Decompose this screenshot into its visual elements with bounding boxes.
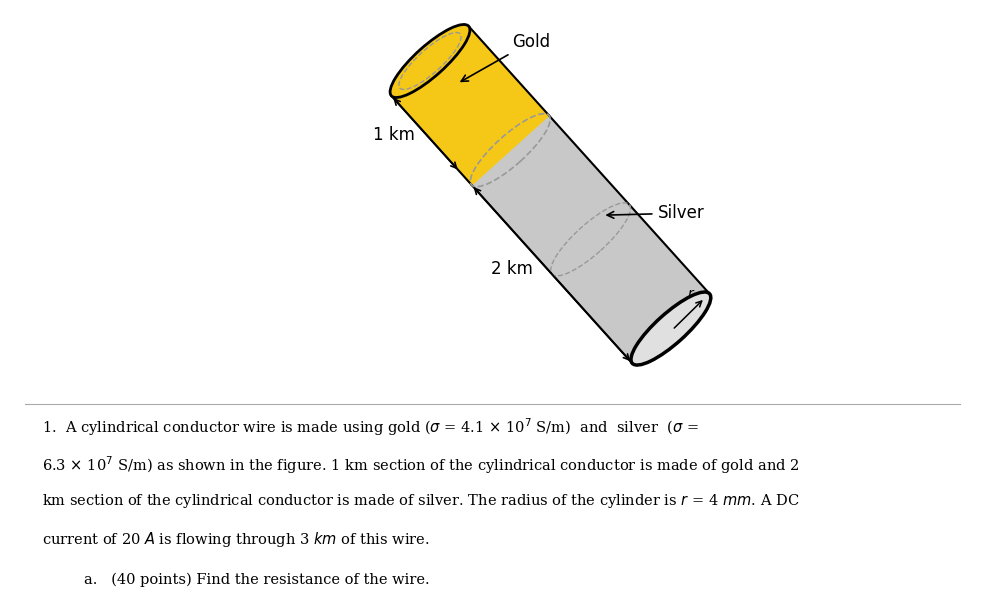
Text: 2 km: 2 km bbox=[491, 260, 533, 278]
Text: a.   (40 points) Find the resistance of the wire.: a. (40 points) Find the resistance of th… bbox=[84, 573, 429, 588]
Polygon shape bbox=[391, 26, 549, 185]
Text: 1 km: 1 km bbox=[372, 126, 415, 144]
Text: r: r bbox=[688, 287, 693, 301]
Ellipse shape bbox=[390, 25, 470, 97]
Text: km section of the cylindrical conductor is made of silver. The radius of the cyl: km section of the cylindrical conductor … bbox=[42, 492, 800, 510]
Text: 1.  A cylindrical conductor wire is made using gold ($\sigma$ = 4.1 $\times$ 10$: 1. A cylindrical conductor wire is made … bbox=[42, 416, 698, 438]
Text: Gold: Gold bbox=[461, 33, 551, 81]
Ellipse shape bbox=[631, 292, 711, 365]
Text: Silver: Silver bbox=[607, 204, 704, 222]
Text: current of 20 $A$ is flowing through 3 $km$ of this wire.: current of 20 $A$ is flowing through 3 $… bbox=[42, 530, 429, 549]
Polygon shape bbox=[472, 115, 709, 363]
Text: 6.3 $\times$ 10$^{7}$ S/m) as shown in the figure. 1 km section of the cylindric: 6.3 $\times$ 10$^{7}$ S/m) as shown in t… bbox=[42, 454, 799, 476]
